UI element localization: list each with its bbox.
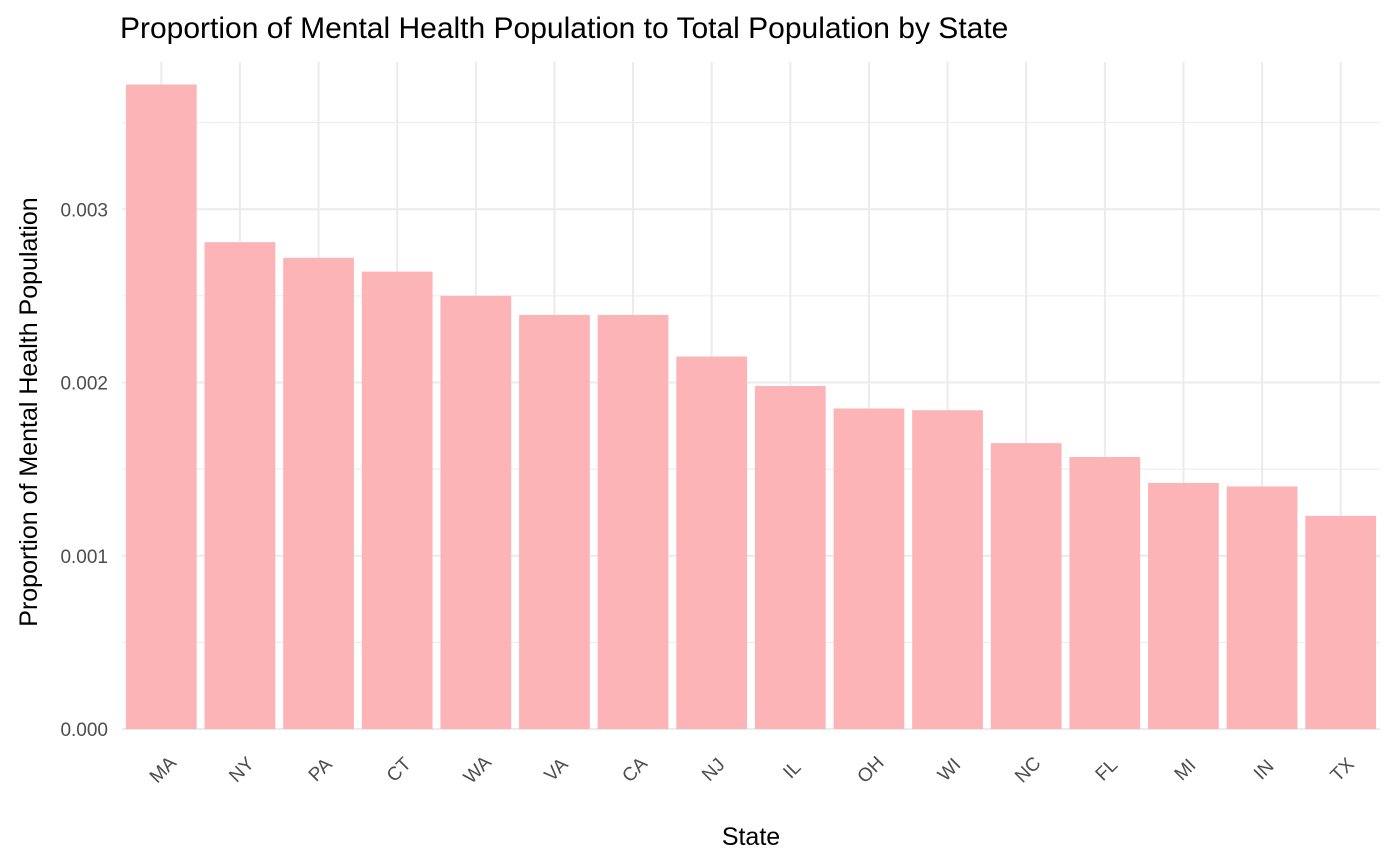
bar-oh — [833, 408, 905, 729]
x-tick-label-ca: CA — [618, 753, 652, 787]
bar-in — [1226, 486, 1298, 729]
x-tick-label-wa: WA — [460, 752, 496, 788]
x-axis-title: State — [722, 823, 780, 851]
x-tick-label-nc: NC — [1011, 753, 1045, 787]
bar-ny — [204, 242, 276, 729]
bar-ct — [361, 271, 433, 729]
x-tick-label-ny: NY — [225, 753, 259, 787]
x-tick-label-ma: MA — [146, 752, 181, 787]
bar-va — [519, 314, 590, 729]
x-tick-label-tx: TX — [1327, 754, 1359, 786]
bar-pa — [283, 257, 354, 729]
x-tick-label-in: IN — [1250, 756, 1278, 784]
bar-fl — [1069, 457, 1141, 729]
x-tick-label-wi: WI — [934, 754, 965, 785]
bar-wi — [912, 410, 983, 729]
bar-nj — [676, 356, 748, 729]
bar-ma — [125, 84, 197, 729]
chart-title: Proportion of Mental Health Population t… — [120, 12, 1008, 45]
x-tick-label-va: VA — [541, 754, 573, 786]
bar-ca — [597, 314, 669, 729]
bar-wa — [440, 295, 512, 729]
bar-nc — [990, 443, 1062, 729]
bar-tx — [1305, 515, 1377, 729]
x-tick-label-fl: FL — [1092, 755, 1123, 786]
y-axis-title: Proportion of Mental Health Population — [15, 197, 43, 626]
x-tick-label-il: IL — [779, 757, 805, 783]
x-axis-ticks: MA NY PA CT WA VA CA NJ IL OH WI NC FL MI IN TX — [146, 752, 1359, 788]
bars — [125, 84, 1377, 729]
x-tick-label-mi: MI — [1171, 755, 1201, 785]
x-tick-label-pa: PA — [305, 754, 337, 786]
bar-mi — [1148, 482, 1219, 729]
x-tick-label-oh: OH — [854, 753, 889, 788]
x-tick-label-nj: NJ — [698, 754, 729, 785]
y-tick-label: 0.002 — [60, 374, 108, 395]
y-tick-label: 0.000 — [60, 720, 108, 741]
y-axis-ticks: 0.000 0.001 0.002 0.003 — [60, 200, 108, 741]
x-tick-label-ct: CT — [383, 753, 416, 786]
y-tick-label: 0.003 — [60, 200, 108, 221]
y-tick-label: 0.001 — [60, 547, 108, 568]
bar-il — [754, 385, 826, 729]
